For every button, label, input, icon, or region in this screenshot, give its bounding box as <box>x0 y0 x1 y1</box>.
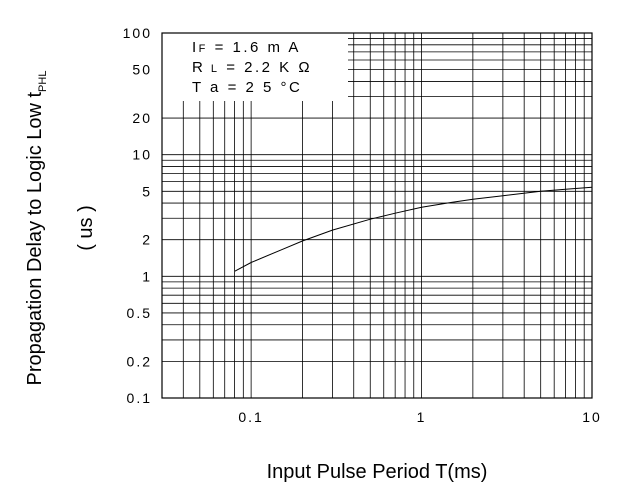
y-tick-label: 50 <box>132 62 152 78</box>
x-tick-labels: 0.1 1 10 <box>238 409 602 425</box>
y-tick-label: 20 <box>132 110 152 126</box>
y-tick-label: 100 <box>123 25 152 41</box>
y-axis-title: Propagation Delay to Logic Low tPHL <box>24 71 49 386</box>
plot-frame <box>161 32 593 399</box>
annotation-line-resistance: R L = 2.2 K Ω <box>192 59 312 76</box>
annotation-line-current: IF = 1.6 m A <box>192 39 301 56</box>
annotation-box-background <box>162 33 348 101</box>
y-tick-labels: 100 50 20 10 5 2 1 0.5 0.2 0.1 <box>123 25 152 406</box>
annotation-box: IF = 1.6 m A R L = 2.2 K Ω T a = 2 5 °C <box>162 33 348 101</box>
y-tick-label: 10 <box>132 147 152 163</box>
y-tick-label: 5 <box>142 183 152 199</box>
y-tick-label: 0.2 <box>127 353 152 369</box>
x-tick-label: 10 <box>582 409 602 425</box>
x-tick-label: 0.1 <box>238 409 263 425</box>
y-axis-unit: ( us ) <box>75 205 97 251</box>
y-tick-label: 2 <box>142 232 152 248</box>
y-tick-label: 0.5 <box>127 305 152 321</box>
x-axis-title: Input Pulse Period T(ms) <box>267 461 488 483</box>
delay-curve <box>234 186 593 272</box>
x-tick-label: 1 <box>417 409 427 425</box>
y-tick-label: 0.1 <box>127 390 152 406</box>
annotation-line-temperature: T a = 2 5 °C <box>192 79 302 96</box>
y-tick-label: 1 <box>142 268 152 284</box>
